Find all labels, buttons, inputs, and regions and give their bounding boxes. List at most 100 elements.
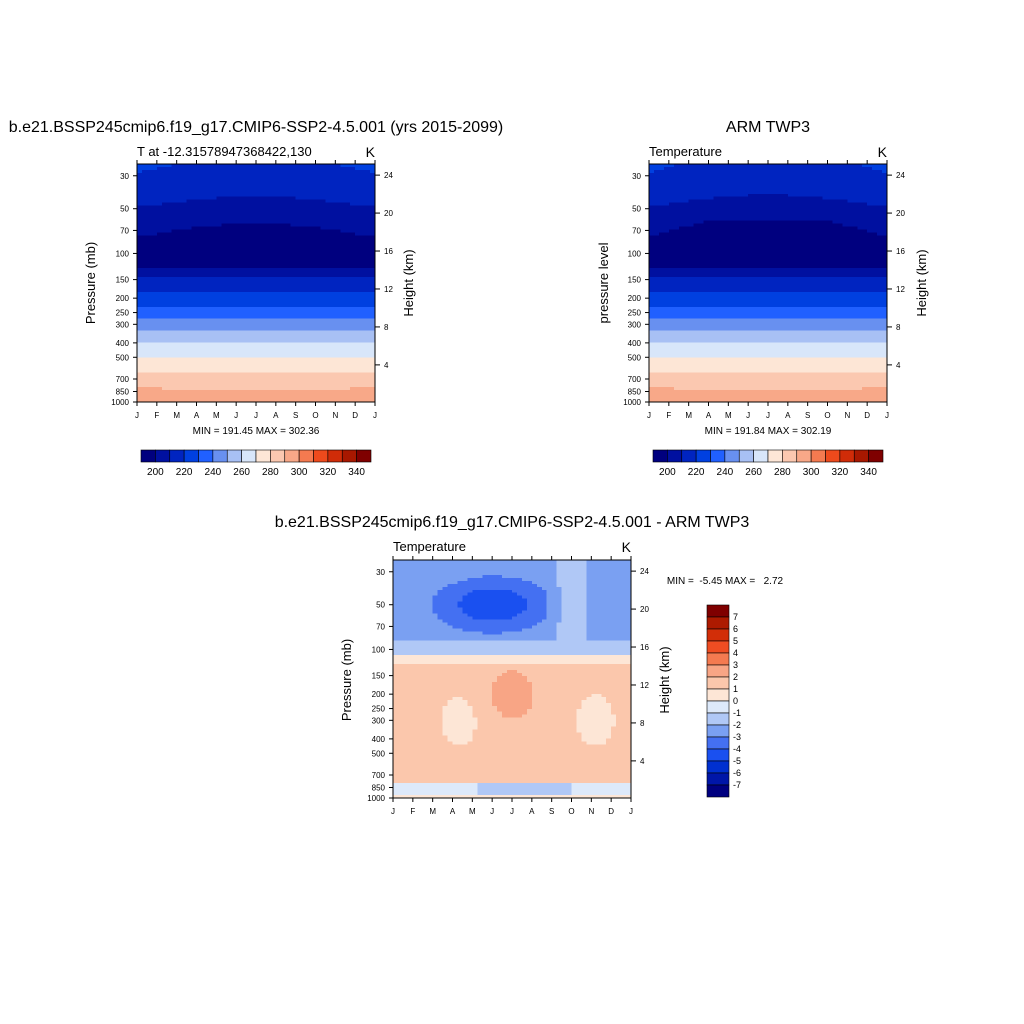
contour-cell [206,336,212,341]
contour-cell [295,184,302,189]
contour-cell [290,202,297,207]
contour-cell [146,396,153,400]
contour-cell [300,190,307,195]
contour-cell [206,384,212,388]
contour-cell [216,369,222,373]
contour-cell [260,166,267,171]
contour-cell [211,268,217,272]
contour-cell [151,205,158,210]
contour-cell [300,238,307,242]
contour-cell [251,318,257,323]
contour-cell [156,393,163,397]
contour-cell [275,271,282,275]
contour-cell [256,208,262,213]
contour-cell [241,184,247,189]
contour-cell [196,241,203,245]
contour-cell [290,220,297,225]
contour-cell [280,226,287,231]
contour-cell [236,196,242,201]
contour-cell [211,333,217,338]
contour-cell [181,291,188,296]
contour-cell [246,399,252,403]
contour-cell [285,387,292,391]
contour-cell [211,164,217,168]
contour-cell [270,187,277,192]
contour-cell [265,303,272,308]
contour-cell [216,300,222,305]
contour-cell [275,300,282,305]
contour-cell [280,223,287,228]
contour-cell [186,259,193,263]
contour-cell [176,244,183,248]
contour-cell [141,309,148,314]
contour-cell [176,372,183,376]
contour-cell [231,223,237,228]
contour-cell [151,229,158,234]
contour-cell [216,348,222,353]
contour-cell [196,226,203,231]
contour-cell [226,250,232,254]
contour-cell [151,172,158,177]
contour-cell [265,333,272,338]
contour-cell [156,250,163,254]
contour-cell [196,164,203,168]
contour-cell [156,381,163,385]
contour-cell [275,387,282,391]
contour-cell [300,280,307,284]
contour-cell [300,253,307,257]
contour-cell [231,396,237,400]
contour-cell [161,357,168,361]
contour-cell [146,390,153,394]
contour-cell [211,291,217,296]
contour-cell [191,330,198,335]
contour-cell [256,366,262,370]
contour-cell [181,244,188,248]
contour-cell [285,315,292,320]
contour-cell [285,178,292,183]
contour-cell [251,336,257,341]
contour-cell [231,378,237,382]
contour-cell [295,315,302,320]
contour-cell [161,259,168,263]
contour-cell [241,199,247,204]
contour-cell [246,199,252,204]
contour-cell [146,211,153,216]
contour-cell [246,369,252,373]
contour-cell [146,172,153,177]
contour-cell [275,274,282,278]
contour-cell [285,285,292,290]
contour-cell [251,172,257,177]
contour-cell [280,190,287,195]
contour-cell [176,199,183,204]
contour-cell [181,277,188,281]
contour-cell [161,360,168,364]
contour-cell [186,396,193,400]
x-tick-label: N [332,411,338,420]
contour-cell [137,277,143,281]
contour-cell [226,164,232,168]
contour-cell [216,199,222,204]
contour-cell [226,217,232,222]
contour-cell [226,280,232,284]
contour-cell [201,271,208,275]
contour-cell [171,300,178,305]
contour-cell [191,390,198,394]
contour-cell [300,256,307,260]
contour-cell [246,387,252,391]
contour-cell [265,241,272,245]
contour-cell [295,268,302,272]
contour-cell [156,247,163,251]
contour-cell [211,247,217,251]
contour-cell [265,285,272,290]
contour-cell [236,375,242,379]
contour-cell [260,342,267,347]
contour-cell [171,244,178,248]
contour-cell [256,306,262,311]
contour-cell [166,226,173,231]
contour-cell [231,393,237,397]
contour-cell [290,384,297,388]
contour-cell [141,259,148,263]
contour-cell [221,181,227,186]
contour-cell [151,244,158,248]
contour-cell [211,390,217,394]
